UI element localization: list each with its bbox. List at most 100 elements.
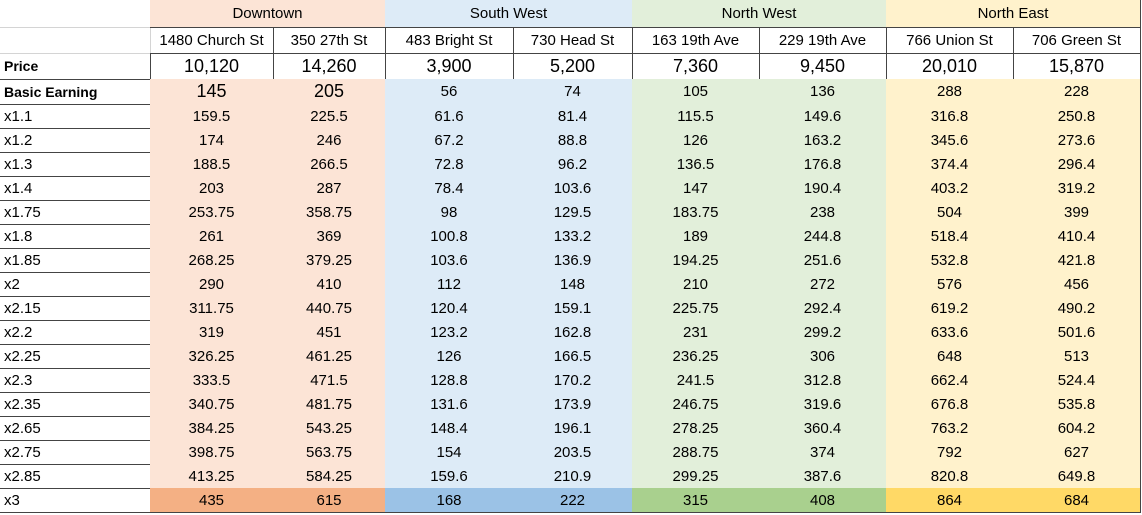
corner-cell <box>0 0 151 28</box>
row-label: x1.75 <box>0 200 151 225</box>
value-cell: 163.2 <box>759 128 887 153</box>
row-label: x1.85 <box>0 248 151 273</box>
column-header: 706 Green St <box>1013 27 1141 54</box>
value-cell: 228 <box>1013 79 1141 105</box>
value-cell: 292.4 <box>759 296 887 321</box>
value-cell: 261 <box>150 224 274 249</box>
value-cell: 246 <box>273 128 386 153</box>
value-cell: 159.1 <box>513 296 633 321</box>
value-cell: 410.4 <box>1013 224 1141 249</box>
value-cell: 162.8 <box>513 320 633 345</box>
value-cell: 306 <box>759 344 887 369</box>
value-cell: 173.9 <box>513 392 633 417</box>
value-cell: 524.4 <box>1013 368 1141 393</box>
value-cell: 131.6 <box>385 392 514 417</box>
row-label: x3 <box>0 488 151 513</box>
value-cell: 576 <box>886 272 1014 297</box>
value-cell: 648 <box>886 344 1014 369</box>
value-cell: 14,260 <box>273 53 386 80</box>
value-cell: 231 <box>632 320 760 345</box>
value-cell: 56 <box>385 79 514 105</box>
value-cell: 159.6 <box>385 464 514 489</box>
value-cell: 194.25 <box>632 248 760 273</box>
value-cell: 103.6 <box>513 176 633 201</box>
value-cell: 451 <box>273 320 386 345</box>
value-cell: 504 <box>886 200 1014 225</box>
value-cell: 408 <box>759 488 887 513</box>
value-cell: 358.75 <box>273 200 386 225</box>
value-cell: 360.4 <box>759 416 887 441</box>
row-label: x2.35 <box>0 392 151 417</box>
value-cell: 421.8 <box>1013 248 1141 273</box>
column-header: 229 19th Ave <box>759 27 887 54</box>
row-label: x1.1 <box>0 104 151 129</box>
value-cell: 112 <box>385 272 514 297</box>
value-cell: 7,360 <box>632 53 760 80</box>
value-cell: 290 <box>150 272 274 297</box>
value-cell: 326.25 <box>150 344 274 369</box>
value-cell: 792 <box>886 440 1014 465</box>
value-cell: 136 <box>759 79 887 105</box>
value-cell: 340.75 <box>150 392 274 417</box>
value-cell: 205 <box>273 79 386 105</box>
value-cell: 518.4 <box>886 224 1014 249</box>
value-cell: 210.9 <box>513 464 633 489</box>
row-label: x1.4 <box>0 176 151 201</box>
value-cell: 619.2 <box>886 296 1014 321</box>
value-cell: 81.4 <box>513 104 633 129</box>
value-cell: 196.1 <box>513 416 633 441</box>
value-cell: 203 <box>150 176 274 201</box>
value-cell: 190.4 <box>759 176 887 201</box>
row-label: x2.2 <box>0 320 151 345</box>
value-cell: 272 <box>759 272 887 297</box>
value-cell: 100.8 <box>385 224 514 249</box>
value-cell: 387.6 <box>759 464 887 489</box>
value-cell: 222 <box>513 488 633 513</box>
value-cell: 627 <box>1013 440 1141 465</box>
value-cell: 299.2 <box>759 320 887 345</box>
value-cell: 543.25 <box>273 416 386 441</box>
row-label: x1.2 <box>0 128 151 153</box>
value-cell: 374 <box>759 440 887 465</box>
value-cell: 268.25 <box>150 248 274 273</box>
value-cell: 273.6 <box>1013 128 1141 153</box>
value-cell: 278.25 <box>632 416 760 441</box>
value-cell: 296.4 <box>1013 152 1141 177</box>
column-header: 163 19th Ave <box>632 27 760 54</box>
value-cell: 319 <box>150 320 274 345</box>
value-cell: 615 <box>273 488 386 513</box>
value-cell: 251.6 <box>759 248 887 273</box>
value-cell: 170.2 <box>513 368 633 393</box>
value-cell: 145 <box>150 79 274 105</box>
row-label: x1.8 <box>0 224 151 249</box>
value-cell: 481.75 <box>273 392 386 417</box>
value-cell: 333.5 <box>150 368 274 393</box>
value-cell: 176.8 <box>759 152 887 177</box>
value-cell: 649.8 <box>1013 464 1141 489</box>
row-label: x2.75 <box>0 440 151 465</box>
value-cell: 136.5 <box>632 152 760 177</box>
value-cell: 246.75 <box>632 392 760 417</box>
value-cell: 203.5 <box>513 440 633 465</box>
value-cell: 189 <box>632 224 760 249</box>
value-cell: 103.6 <box>385 248 514 273</box>
group-header: North East <box>886 0 1141 28</box>
row-label: x2.3 <box>0 368 151 393</box>
value-cell: 105 <box>632 79 760 105</box>
value-cell: 225.75 <box>632 296 760 321</box>
value-cell: 490.2 <box>1013 296 1141 321</box>
value-cell: 435 <box>150 488 274 513</box>
value-cell: 159.5 <box>150 104 274 129</box>
value-cell: 513 <box>1013 344 1141 369</box>
value-cell: 183.75 <box>632 200 760 225</box>
row-label: x2.25 <box>0 344 151 369</box>
column-header: 730 Head St <box>513 27 633 54</box>
value-cell: 604.2 <box>1013 416 1141 441</box>
column-header: 350 27th St <box>273 27 386 54</box>
value-cell: 684 <box>1013 488 1141 513</box>
value-cell: 154 <box>385 440 514 465</box>
value-cell: 98 <box>385 200 514 225</box>
group-header: South West <box>385 0 633 28</box>
value-cell: 129.5 <box>513 200 633 225</box>
value-cell: 253.75 <box>150 200 274 225</box>
